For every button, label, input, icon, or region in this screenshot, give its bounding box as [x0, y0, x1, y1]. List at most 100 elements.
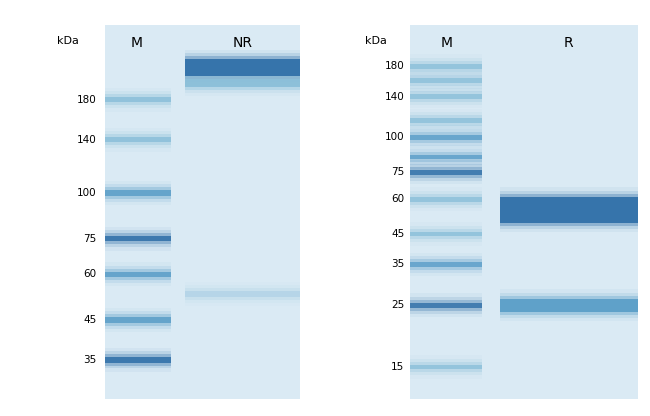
- Bar: [105, 181, 171, 205]
- Bar: [410, 197, 482, 202]
- Bar: [410, 300, 482, 311]
- Bar: [410, 126, 482, 149]
- Bar: [105, 317, 171, 322]
- Text: 180: 180: [77, 94, 97, 105]
- Bar: [105, 269, 171, 280]
- Text: 45: 45: [83, 315, 97, 325]
- Text: 60: 60: [84, 269, 97, 279]
- Bar: [410, 228, 482, 240]
- Bar: [410, 160, 482, 184]
- Text: 60: 60: [391, 194, 404, 204]
- Bar: [105, 227, 171, 251]
- Bar: [410, 262, 482, 267]
- Bar: [500, 292, 638, 318]
- Bar: [410, 359, 482, 376]
- Text: 35: 35: [83, 355, 97, 365]
- Bar: [410, 132, 482, 143]
- Bar: [410, 88, 482, 105]
- Bar: [410, 72, 482, 89]
- Text: M: M: [131, 36, 143, 50]
- Text: 140: 140: [77, 134, 97, 145]
- Bar: [410, 61, 482, 72]
- Bar: [185, 291, 300, 297]
- Bar: [410, 69, 482, 92]
- Bar: [410, 303, 482, 307]
- Bar: [410, 364, 482, 369]
- Bar: [105, 348, 171, 372]
- Text: M: M: [440, 36, 452, 50]
- Bar: [410, 151, 482, 162]
- Bar: [105, 188, 171, 199]
- Bar: [105, 314, 171, 326]
- Bar: [500, 289, 638, 321]
- Bar: [105, 354, 171, 366]
- Bar: [105, 88, 171, 111]
- Bar: [410, 164, 482, 181]
- Bar: [105, 265, 171, 283]
- Text: kDa: kDa: [57, 36, 79, 46]
- Text: 180: 180: [385, 61, 404, 71]
- Bar: [500, 191, 638, 229]
- Bar: [105, 191, 171, 196]
- Bar: [410, 25, 638, 399]
- Bar: [105, 97, 171, 102]
- Bar: [105, 311, 171, 329]
- Text: R: R: [564, 36, 573, 50]
- Bar: [500, 187, 638, 232]
- Bar: [410, 222, 482, 246]
- Bar: [410, 225, 482, 243]
- Bar: [105, 272, 171, 277]
- Bar: [185, 76, 300, 89]
- Bar: [185, 50, 300, 86]
- Text: 45: 45: [391, 229, 404, 239]
- Bar: [410, 170, 482, 175]
- Bar: [185, 70, 300, 96]
- Text: 75: 75: [83, 234, 97, 244]
- Bar: [410, 232, 482, 236]
- Bar: [500, 193, 638, 226]
- Bar: [410, 194, 482, 205]
- Bar: [185, 79, 300, 87]
- Bar: [410, 109, 482, 132]
- Text: 140: 140: [385, 92, 404, 102]
- Bar: [410, 259, 482, 270]
- Bar: [410, 78, 482, 83]
- Bar: [410, 112, 482, 129]
- Bar: [410, 355, 482, 379]
- Bar: [105, 91, 171, 108]
- Text: 15: 15: [391, 362, 404, 372]
- Bar: [410, 115, 482, 126]
- Bar: [410, 94, 482, 99]
- Text: kDa: kDa: [365, 36, 387, 46]
- Bar: [410, 54, 482, 78]
- Bar: [105, 230, 171, 248]
- Bar: [410, 64, 482, 69]
- Bar: [105, 25, 300, 399]
- Bar: [105, 128, 171, 151]
- Bar: [410, 135, 482, 140]
- Bar: [410, 167, 482, 178]
- Bar: [410, 91, 482, 102]
- Text: 25: 25: [391, 300, 404, 310]
- Bar: [105, 233, 171, 244]
- Text: 100: 100: [385, 132, 404, 142]
- Bar: [410, 129, 482, 146]
- Bar: [410, 362, 482, 372]
- Bar: [185, 73, 300, 93]
- Text: 35: 35: [391, 260, 404, 270]
- Bar: [105, 308, 171, 332]
- Bar: [410, 145, 482, 169]
- Bar: [185, 288, 300, 300]
- Bar: [410, 187, 482, 211]
- Bar: [105, 351, 171, 369]
- Bar: [105, 357, 171, 362]
- Bar: [105, 137, 171, 142]
- Bar: [410, 149, 482, 166]
- Bar: [410, 297, 482, 314]
- Text: 75: 75: [391, 167, 404, 177]
- Bar: [105, 236, 171, 241]
- Bar: [105, 134, 171, 145]
- Bar: [410, 85, 482, 108]
- Bar: [105, 94, 171, 105]
- Bar: [410, 293, 482, 317]
